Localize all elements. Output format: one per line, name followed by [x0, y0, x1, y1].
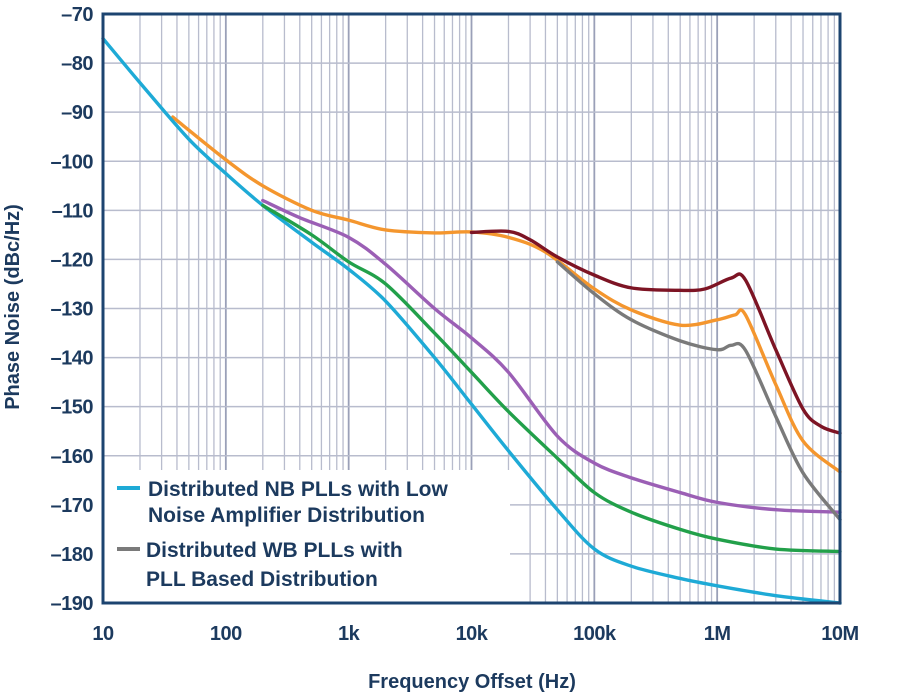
y-tick-label: –70: [61, 4, 93, 26]
plot-frame: [101, 12, 842, 605]
x-tick-labels: 10 100 1k 10k 100k 1M 10M: [92, 623, 859, 645]
y-tick-label: –170: [51, 495, 94, 517]
y-tick-label: –130: [51, 299, 94, 321]
legend: Distributed NB PLLs with Low Noise Amplif…: [117, 478, 448, 591]
legend-background: [103, 470, 510, 603]
series-line-4: [555, 260, 842, 522]
y-tick-label: –90: [61, 102, 93, 124]
y-tick-labels: –70 –80 –90 –100 –110 –120 –130 –140 –150 –160 –17…: [51, 4, 94, 615]
y-tick-label: –160: [51, 446, 94, 468]
legend-entry: Distributed NB PLLs with Low Noise Amplif…: [117, 478, 448, 527]
series-line-0: [171, 115, 842, 474]
x-tick-label: 10k: [456, 623, 489, 645]
legend-label: PLL Based Distribution: [146, 568, 378, 591]
y-tick-label: –120: [51, 249, 94, 271]
y-tick-label: –80: [61, 53, 93, 75]
legend-label: Distributed NB PLLs with Low: [148, 478, 448, 501]
series-lines: [101, 36, 842, 605]
legend-label: Noise Amplifier Distribution: [148, 504, 425, 527]
x-tick-label: 10M: [821, 623, 858, 645]
y-tick-label: –140: [51, 348, 94, 370]
y-tick-label: –180: [51, 544, 94, 566]
series-line-5: [469, 229, 842, 435]
series-line-2: [261, 203, 842, 554]
x-tick-label: 1k: [338, 623, 361, 645]
y-tick-label: –190: [51, 593, 94, 615]
y-axis-title: Phase Noise (dBc/Hz): [2, 204, 24, 410]
y-tick-label: –110: [52, 200, 94, 222]
y-tick-label: –150: [51, 397, 94, 419]
x-tick-label: 100k: [573, 623, 617, 645]
plot-border: [101, 12, 842, 605]
legend-entry: Distributed WB PLLs with PLL Based Distri…: [117, 539, 403, 591]
x-axis-title: Frequency Offset (Hz): [368, 671, 576, 693]
legend-box: [103, 470, 510, 603]
x-tick-label: 1M: [704, 623, 731, 645]
x-tick-label: 100: [210, 623, 242, 645]
series-line-1: [101, 36, 842, 605]
y-tick-label: –100: [51, 151, 94, 173]
series-line-3: [261, 198, 842, 514]
legend-label: Distributed WB PLLs with: [146, 539, 403, 562]
x-tick-label: 10: [92, 623, 114, 645]
